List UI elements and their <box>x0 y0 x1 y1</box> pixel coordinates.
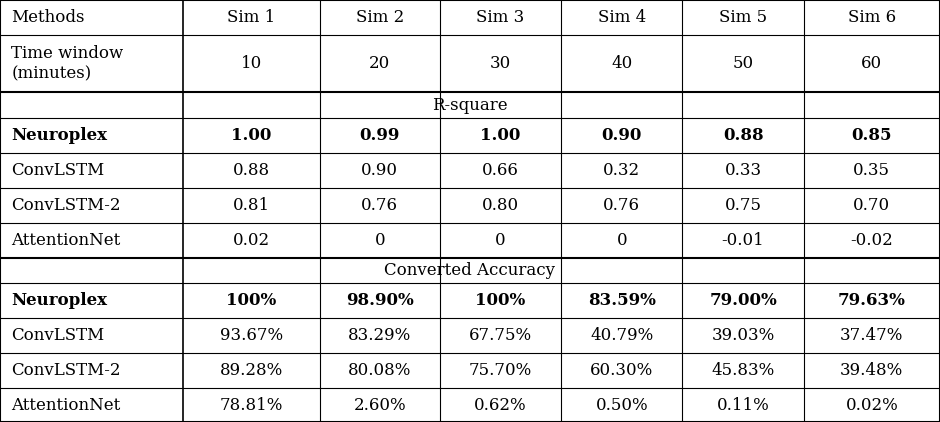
Text: 0.02: 0.02 <box>233 232 270 249</box>
Text: 39.48%: 39.48% <box>840 362 903 379</box>
Text: 89.28%: 89.28% <box>220 362 283 379</box>
Text: 0.33: 0.33 <box>725 162 761 179</box>
Text: Sim 2: Sim 2 <box>355 9 404 26</box>
Text: 0.50%: 0.50% <box>596 397 648 414</box>
Text: 0.88: 0.88 <box>233 162 270 179</box>
Text: 0.70: 0.70 <box>854 197 890 214</box>
Text: -0.02: -0.02 <box>851 232 893 249</box>
Text: -0.01: -0.01 <box>722 232 764 249</box>
Text: 0: 0 <box>374 232 385 249</box>
Text: 1.00: 1.00 <box>480 127 521 144</box>
Text: 100%: 100% <box>476 292 525 309</box>
Text: 0.88: 0.88 <box>723 127 763 144</box>
Text: 37.47%: 37.47% <box>840 327 903 344</box>
Text: AttentionNet: AttentionNet <box>11 397 120 414</box>
Text: 0.90: 0.90 <box>602 127 642 144</box>
Text: 40.79%: 40.79% <box>590 327 653 344</box>
Text: 60.30%: 60.30% <box>590 362 653 379</box>
Text: 83.29%: 83.29% <box>348 327 412 344</box>
Text: 75.70%: 75.70% <box>469 362 532 379</box>
Text: 39.03%: 39.03% <box>712 327 775 344</box>
Text: 0.90: 0.90 <box>361 162 399 179</box>
Text: 79.63%: 79.63% <box>838 292 906 309</box>
Text: 1.00: 1.00 <box>231 127 272 144</box>
Text: Sim 3: Sim 3 <box>477 9 525 26</box>
Text: 20: 20 <box>369 55 390 72</box>
Text: Time window
(minutes): Time window (minutes) <box>11 46 123 82</box>
Text: Neuroplex: Neuroplex <box>11 127 107 144</box>
Text: 0.02%: 0.02% <box>845 397 899 414</box>
Text: 0: 0 <box>617 232 627 249</box>
Text: 10: 10 <box>241 55 262 72</box>
Text: 40: 40 <box>611 55 633 72</box>
Text: 2.60%: 2.60% <box>353 397 406 414</box>
Text: 60: 60 <box>861 55 883 72</box>
Text: ConvLSTM-2: ConvLSTM-2 <box>11 197 120 214</box>
Text: 0.75: 0.75 <box>725 197 761 214</box>
Text: 93.67%: 93.67% <box>220 327 283 344</box>
Text: ConvLSTM: ConvLSTM <box>11 327 104 344</box>
Text: 50: 50 <box>732 55 754 72</box>
Text: 0.99: 0.99 <box>360 127 399 144</box>
Text: 100%: 100% <box>227 292 276 309</box>
Text: ConvLSTM-2: ConvLSTM-2 <box>11 362 120 379</box>
Text: AttentionNet: AttentionNet <box>11 232 120 249</box>
Text: Sim 4: Sim 4 <box>598 9 646 26</box>
Text: Sim 6: Sim 6 <box>848 9 896 26</box>
Text: 83.59%: 83.59% <box>588 292 656 309</box>
Text: 0.11%: 0.11% <box>716 397 770 414</box>
Text: 0.80: 0.80 <box>482 197 519 214</box>
Text: 79.00%: 79.00% <box>709 292 777 309</box>
Text: 0.85: 0.85 <box>852 127 892 144</box>
Text: Sim 5: Sim 5 <box>719 9 767 26</box>
Text: Methods: Methods <box>11 9 85 26</box>
Text: 80.08%: 80.08% <box>348 362 412 379</box>
Text: Sim 1: Sim 1 <box>227 9 275 26</box>
Text: 0.62%: 0.62% <box>475 397 526 414</box>
Text: 30: 30 <box>490 55 511 72</box>
Text: 0.32: 0.32 <box>603 162 640 179</box>
Text: 0.76: 0.76 <box>603 197 640 214</box>
Text: 78.81%: 78.81% <box>220 397 283 414</box>
Text: 0.66: 0.66 <box>482 162 519 179</box>
Text: 0.35: 0.35 <box>854 162 890 179</box>
Text: 45.83%: 45.83% <box>712 362 775 379</box>
Text: 98.90%: 98.90% <box>346 292 414 309</box>
Text: 0.76: 0.76 <box>361 197 399 214</box>
Text: ConvLSTM: ConvLSTM <box>11 162 104 179</box>
Text: 0: 0 <box>495 232 506 249</box>
Text: Neuroplex: Neuroplex <box>11 292 107 309</box>
Text: 0.81: 0.81 <box>233 197 270 214</box>
Text: R-square: R-square <box>432 97 508 114</box>
Text: Converted Accuracy: Converted Accuracy <box>384 262 556 279</box>
Text: 67.75%: 67.75% <box>469 327 532 344</box>
